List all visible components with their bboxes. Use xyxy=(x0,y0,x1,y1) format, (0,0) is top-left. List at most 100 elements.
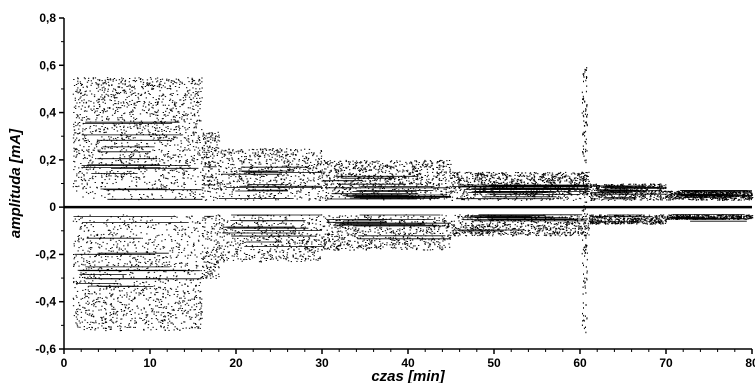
data-point xyxy=(91,152,93,154)
data-point xyxy=(207,185,210,187)
data-point xyxy=(385,236,387,238)
data-point xyxy=(123,310,126,311)
data-point xyxy=(271,154,273,156)
data-point xyxy=(409,173,411,175)
data-point xyxy=(246,258,248,260)
data-point xyxy=(179,196,181,197)
data-point xyxy=(135,292,137,294)
data-point xyxy=(276,166,278,168)
data-point xyxy=(208,156,210,158)
data-point xyxy=(83,117,85,118)
data-point xyxy=(238,168,240,170)
data-point xyxy=(247,180,249,182)
data-point xyxy=(287,195,289,197)
data-point xyxy=(117,262,120,264)
data-point xyxy=(380,169,383,171)
data-point xyxy=(375,161,377,163)
data-point xyxy=(133,172,135,174)
data-point xyxy=(241,178,243,180)
data-point xyxy=(286,174,288,176)
data-point xyxy=(167,293,169,295)
data-point xyxy=(105,111,107,113)
data-point xyxy=(181,313,184,315)
data-point xyxy=(272,148,274,150)
data-point xyxy=(119,156,121,158)
data-point xyxy=(132,137,134,139)
data-point xyxy=(129,262,132,264)
data-point xyxy=(362,194,364,195)
data-point xyxy=(115,286,117,288)
data-point xyxy=(298,233,300,234)
data-point xyxy=(241,156,243,158)
data-point xyxy=(97,268,100,270)
data-point xyxy=(138,131,140,133)
data-point xyxy=(109,329,112,330)
data-point xyxy=(204,190,206,192)
data-point xyxy=(194,163,196,165)
data-point xyxy=(248,257,250,259)
data-point xyxy=(76,114,78,116)
data-point xyxy=(101,148,104,150)
data-point xyxy=(206,251,208,252)
data-point xyxy=(120,227,122,229)
data-point xyxy=(75,155,78,157)
data-point xyxy=(79,226,82,228)
data-point xyxy=(142,88,144,90)
data-point xyxy=(283,178,285,180)
data-point xyxy=(237,152,240,154)
data-point xyxy=(417,227,420,229)
data-point xyxy=(175,276,178,278)
data-point xyxy=(175,226,177,228)
data-point xyxy=(155,236,157,238)
data-point xyxy=(83,140,86,142)
data-point xyxy=(279,223,281,224)
data-point xyxy=(161,323,164,324)
data-point xyxy=(308,223,310,224)
data-point xyxy=(82,289,84,291)
data-point xyxy=(250,168,252,169)
data-point xyxy=(180,99,182,101)
data-point xyxy=(108,250,110,252)
data-point xyxy=(406,180,408,182)
data-point xyxy=(198,312,200,313)
data-point xyxy=(126,228,128,230)
data-point xyxy=(316,229,318,231)
data-point xyxy=(85,142,88,143)
data-point xyxy=(189,273,191,275)
data-point xyxy=(370,242,372,244)
data-point xyxy=(281,222,283,224)
data-point xyxy=(233,216,235,218)
data-point xyxy=(242,230,244,232)
data-point xyxy=(209,216,211,218)
data-point xyxy=(103,222,105,224)
data-point xyxy=(277,239,280,241)
data-point xyxy=(238,150,240,152)
data-point xyxy=(93,108,95,110)
data-point xyxy=(145,281,147,283)
data-point xyxy=(123,89,126,91)
data-point xyxy=(171,169,173,171)
data-point xyxy=(193,169,195,171)
data-point xyxy=(157,102,159,104)
data-point xyxy=(257,251,260,253)
data-point xyxy=(135,80,138,82)
data-point xyxy=(270,168,272,170)
data-point xyxy=(208,184,210,186)
data-point xyxy=(336,235,339,237)
data-point xyxy=(105,327,107,329)
data-point xyxy=(392,243,394,244)
data-point xyxy=(243,162,245,164)
data-point xyxy=(209,155,212,157)
data-point xyxy=(240,160,242,162)
data-point xyxy=(157,244,160,246)
data-point xyxy=(199,302,202,304)
data-point xyxy=(80,226,82,228)
data-point xyxy=(204,199,207,201)
data-point xyxy=(315,198,317,200)
data-point xyxy=(230,164,232,166)
data-point xyxy=(240,177,243,179)
data-point xyxy=(215,264,217,266)
data-point xyxy=(124,248,126,250)
data-point xyxy=(337,225,339,227)
data-point xyxy=(293,169,295,171)
